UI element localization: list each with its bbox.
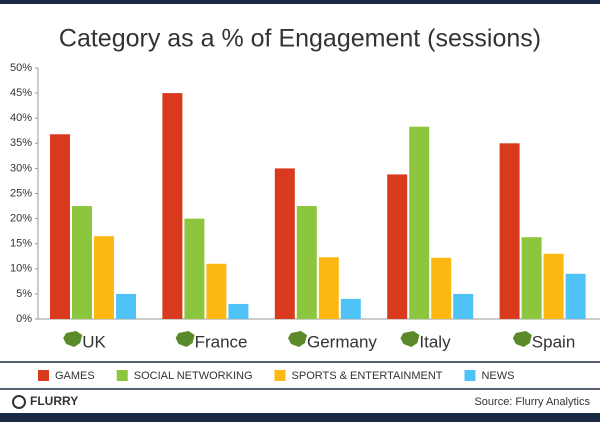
legend-label: GAMES (55, 370, 95, 382)
bar (565, 273, 586, 319)
x-tick-label: UK (82, 332, 106, 351)
legend-label: SOCIAL NETWORKING (134, 370, 253, 382)
country-icon (63, 331, 83, 347)
legend-label: SPORTS & ENTERTAINMENT (292, 370, 443, 382)
bar (521, 237, 542, 319)
source: Source: Flurry Analytics (474, 396, 590, 408)
country-icon (288, 331, 307, 347)
y-tick-label: 0% (16, 313, 32, 325)
bar (50, 134, 70, 319)
bar (72, 206, 92, 319)
legend-swatch (38, 370, 49, 381)
top-band (0, 0, 600, 4)
bar (116, 293, 136, 319)
bar (340, 298, 361, 319)
y-tick-label: 40% (10, 112, 32, 124)
legend-swatch (274, 370, 286, 381)
x-tick-label: Germany (307, 332, 377, 351)
y-tick-label: 50% (10, 62, 32, 74)
legend-swatch (116, 370, 128, 381)
bar (162, 93, 183, 319)
x-tick-label: Italy (419, 332, 451, 351)
legend-swatch (464, 370, 476, 381)
bar (318, 257, 339, 319)
logo-icon (12, 395, 26, 409)
country-icon (175, 331, 195, 347)
bar (228, 303, 249, 319)
y-tick-label: 30% (10, 162, 32, 174)
chart-title: Category as a % of Engagement (sessions) (59, 25, 541, 53)
bar (543, 253, 564, 319)
y-tick-label: 10% (10, 263, 32, 275)
bar (206, 263, 227, 319)
bottom-band (0, 413, 600, 422)
y-tick-label: 45% (10, 87, 32, 99)
y-tick-label: 35% (10, 137, 32, 149)
bar (184, 218, 205, 319)
y-tick-label: 20% (10, 213, 32, 225)
bar (409, 126, 430, 319)
bar (499, 143, 520, 319)
bar (453, 293, 474, 319)
bar (296, 206, 317, 319)
x-tick-label: France (195, 332, 248, 351)
y-tick-label: 25% (10, 187, 32, 199)
y-tick-label: 15% (10, 238, 32, 250)
x-tick-label: Spain (532, 332, 575, 351)
y-tick-label: 5% (16, 288, 32, 300)
bar (387, 174, 408, 319)
logo: FLURRY (30, 394, 78, 408)
bar (274, 168, 295, 319)
country-icon (400, 331, 420, 347)
legend-label: NEWS (481, 370, 514, 382)
bar (94, 236, 114, 319)
country-icon (512, 331, 532, 347)
bar (431, 257, 452, 319)
